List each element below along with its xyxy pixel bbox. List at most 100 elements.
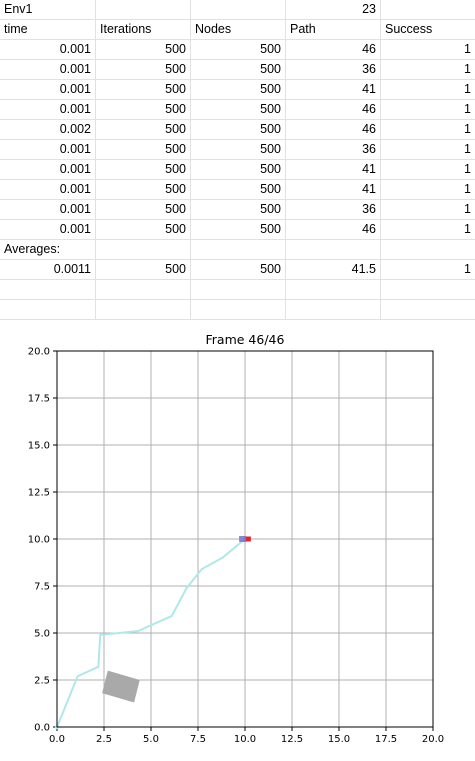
cell[interactable]: 1	[464, 82, 471, 96]
cell[interactable]: 0.001	[0, 160, 96, 180]
cell[interactable]: 1	[464, 62, 471, 76]
cell[interactable]: 0.001	[0, 140, 96, 160]
cell[interactable]	[286, 280, 381, 300]
plot-svg: Frame 46/46 0.0 2.5 5.0 7.5 10.0 12.5 15.0 17.5…	[0, 322, 475, 761]
cell[interactable]: 1	[464, 142, 471, 156]
cell[interactable]: 500	[191, 60, 286, 80]
x-tick-label: 17.5	[375, 734, 397, 745]
cell[interactable]: 46	[286, 120, 381, 140]
cell[interactable]: 23	[286, 0, 381, 20]
cell[interactable]: 41.5	[286, 260, 381, 280]
cell[interactable]	[96, 300, 191, 320]
data-row: 0.001 500 500 46 1	[0, 100, 475, 120]
y-tick-label: 7.5	[34, 582, 50, 593]
cell[interactable]: 0.001	[0, 180, 96, 200]
cell[interactable]	[381, 300, 475, 320]
plot-title: Frame 46/46	[206, 332, 285, 347]
cell[interactable]: 500	[191, 260, 286, 280]
empty-row	[0, 300, 475, 320]
cell[interactable]: 46	[286, 100, 381, 120]
data-row: 0.001 500 500 36 1	[0, 60, 475, 80]
cell[interactable]: 500	[191, 100, 286, 120]
cell[interactable]: 1	[464, 42, 471, 56]
cell[interactable]	[96, 0, 191, 20]
cell[interactable]: 500	[96, 140, 191, 160]
cell[interactable]: time	[0, 20, 96, 40]
y-tick-label: 10.0	[28, 535, 50, 546]
cell[interactable]: 500	[191, 200, 286, 220]
cell[interactable]	[381, 240, 475, 260]
cell[interactable]: Averages:	[0, 240, 96, 260]
cell[interactable]: 36	[286, 60, 381, 80]
cell[interactable]	[0, 300, 96, 320]
cell[interactable]: 1	[464, 122, 471, 136]
header-row: time Iterations Nodes Path Success	[0, 20, 475, 40]
cell[interactable]: 500	[191, 40, 286, 60]
cell[interactable]: 46	[286, 40, 381, 60]
cell[interactable]: 500	[96, 260, 191, 280]
cell[interactable]: 500	[191, 220, 286, 240]
cell[interactable]: Path	[286, 20, 381, 40]
cell[interactable]: Env1	[0, 0, 96, 20]
cell[interactable]: 1	[464, 102, 471, 116]
cell[interactable]	[96, 240, 191, 260]
cell[interactable]: 1	[464, 162, 471, 176]
cell[interactable]: 500	[191, 140, 286, 160]
cell[interactable]: 500	[96, 180, 191, 200]
cell[interactable]: 1	[464, 202, 471, 216]
cell[interactable]: 0.001	[0, 40, 96, 60]
x-tick-label: 7.5	[190, 734, 206, 745]
cell[interactable]: 0.001	[0, 100, 96, 120]
cell[interactable]: 500	[191, 120, 286, 140]
plot-frame	[56, 350, 434, 728]
cell[interactable]: 500	[96, 60, 191, 80]
cell[interactable]: 0.001	[0, 220, 96, 240]
cell[interactable]: 500	[191, 180, 286, 200]
cell[interactable]	[191, 0, 286, 20]
cell[interactable]: 41	[286, 80, 381, 100]
cell[interactable]: 500	[96, 160, 191, 180]
cell[interactable]: Nodes	[191, 20, 286, 40]
y-tick-label: 17.5	[28, 394, 50, 405]
y-tick-label: 20.0	[28, 347, 50, 358]
cell[interactable]: 46	[286, 220, 381, 240]
cell[interactable]: 36	[286, 140, 381, 160]
y-tick-label: 12.5	[28, 488, 50, 499]
cell[interactable]	[381, 0, 475, 20]
cell[interactable]: 1	[464, 182, 471, 196]
cell[interactable]	[96, 280, 191, 300]
cell[interactable]: 0.001	[0, 200, 96, 220]
x-tick-label: 2.5	[96, 734, 112, 745]
cell[interactable]: 500	[96, 40, 191, 60]
cell[interactable]: 0.001	[0, 60, 96, 80]
cell[interactable]	[191, 280, 286, 300]
cell[interactable]: 0.001	[0, 80, 96, 100]
plot-image[interactable]: Frame 46/46 0.0 2.5 5.0 7.5 10.0 12.5 15.0 17.5…	[0, 322, 475, 761]
cell[interactable]: 41	[286, 180, 381, 200]
cell[interactable]: 500	[96, 80, 191, 100]
cell[interactable]: 1	[464, 262, 471, 276]
cell[interactable]	[381, 280, 475, 300]
cell[interactable]	[0, 280, 96, 300]
title-row: Env1 23	[0, 0, 475, 20]
x-tick-label: 0.0	[49, 734, 65, 745]
cell[interactable]: 500	[96, 120, 191, 140]
cell[interactable]	[286, 300, 381, 320]
x-tick-label: 20.0	[422, 734, 444, 745]
cell[interactable]: 500	[96, 100, 191, 120]
cell[interactable]: 0.002	[0, 120, 96, 140]
cell[interactable]: Success	[385, 22, 433, 36]
cell[interactable]: 41	[286, 160, 381, 180]
obstacle	[102, 670, 140, 703]
cell[interactable]	[286, 240, 381, 260]
cell[interactable]: 1	[464, 222, 471, 236]
cell[interactable]: 500	[96, 200, 191, 220]
cell[interactable]: 500	[191, 80, 286, 100]
cell[interactable]: 500	[96, 220, 191, 240]
cell[interactable]: 36	[286, 200, 381, 220]
cell[interactable]	[191, 300, 286, 320]
cell[interactable]: 0.0011	[0, 260, 96, 280]
cell[interactable]: Iterations	[96, 20, 191, 40]
cell[interactable]: 500	[191, 160, 286, 180]
cell[interactable]	[191, 240, 286, 260]
